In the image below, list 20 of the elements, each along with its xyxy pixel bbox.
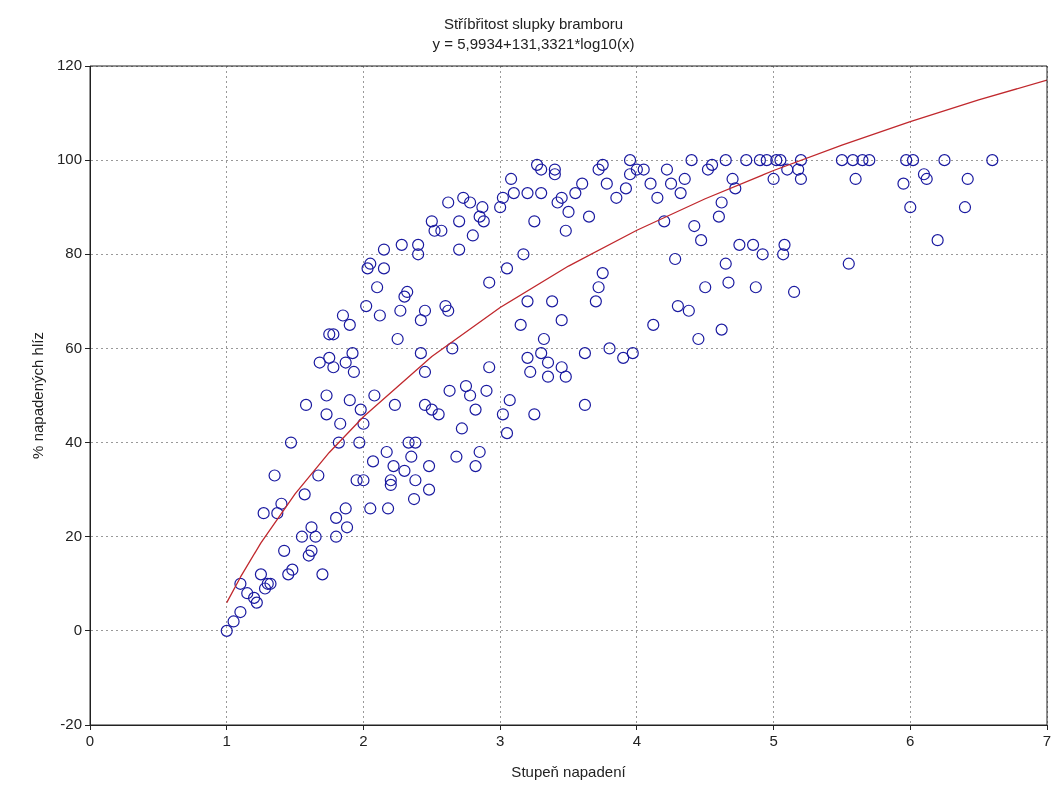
x-tick-label: 6	[906, 732, 915, 750]
x-tick-label: 7	[1042, 732, 1052, 750]
x-tick-label: 2	[359, 732, 368, 750]
chart-title: Stříbřitost slupky bramboru	[443, 15, 624, 33]
y-tick-label: 0	[73, 621, 83, 638]
y-tick-label: 100	[57, 150, 83, 168]
y-tick-label: -20	[60, 715, 83, 733]
x-tick-label: 5	[769, 732, 778, 750]
y-tick-label: 120	[57, 56, 83, 74]
y-tick-label: 60	[65, 338, 83, 356]
x-tick-label: 1	[222, 732, 231, 750]
y-axis-title: % napadených hlíz	[29, 332, 47, 459]
y-tick-label: 80	[65, 244, 83, 262]
x-tick-label: 0	[85, 732, 95, 750]
x-tick-label: 4	[632, 732, 642, 750]
x-axis-title: Stupeň napadení	[511, 763, 627, 781]
chart-subtitle: y = 5,9934+131,3321*log10(x)	[432, 35, 635, 53]
x-tick-label: 3	[495, 732, 505, 750]
y-tick-label: 40	[65, 432, 83, 450]
y-tick-label: 20	[65, 526, 83, 544]
